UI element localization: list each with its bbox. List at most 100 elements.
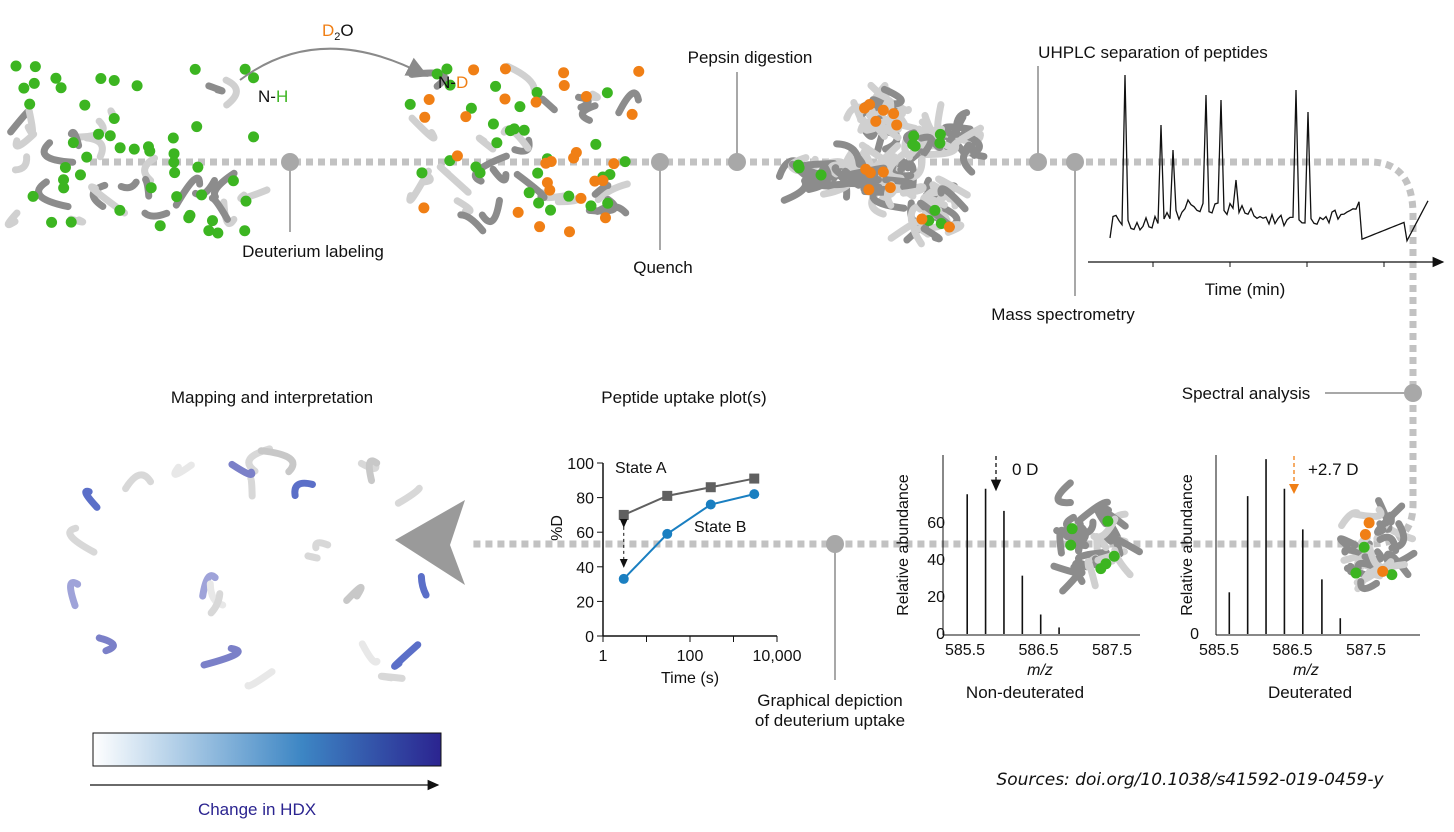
residue-dot [239, 225, 251, 237]
protein-ribbon [1383, 550, 1412, 579]
protein-ribbon [408, 114, 438, 142]
protein-ribbon [358, 640, 381, 666]
data-point-state-b [618, 573, 629, 584]
residue-dot [444, 79, 456, 91]
protein-ribbon [247, 475, 256, 500]
y-tick-label: 20 [576, 594, 594, 611]
residue-dot [870, 115, 882, 127]
residue-dot [943, 221, 955, 233]
residue-dot [468, 64, 480, 76]
residue-dot [541, 177, 553, 189]
series-line-state-b [623, 493, 755, 580]
protein-ribbon [504, 62, 538, 93]
protein-ribbon [880, 85, 905, 108]
residue-dot [891, 119, 903, 131]
residue-dot [104, 130, 116, 142]
hdx-color-scale [92, 732, 442, 767]
node-quench [651, 153, 669, 171]
protein-ribbon [950, 124, 985, 149]
protein-ribbon [95, 634, 117, 655]
protein-ribbon [513, 170, 548, 202]
y-tick-label: 40 [927, 552, 945, 569]
protein-ribbon [12, 130, 38, 150]
y-tick-label: 0 [936, 626, 945, 643]
protein-ribbon [67, 579, 82, 610]
residue-dot [239, 63, 251, 75]
residue-dot [451, 150, 463, 162]
y-tick-label: 60 [927, 515, 945, 532]
protein-ribbon [257, 447, 297, 476]
y-tick-label: 0 [1190, 626, 1199, 643]
protein-structures [4, 60, 1418, 690]
labeling-arrow [239, 47, 429, 81]
protein-ribbon [436, 163, 472, 196]
residue-dot [512, 206, 524, 218]
x-tick-label: 10,000 [753, 648, 802, 665]
spectrum-non-deuterated: Relative abundance m/z Non-deuterated 0 … [895, 455, 1140, 702]
protein-ribbon [343, 584, 365, 604]
protein-ribbon [478, 196, 503, 226]
residue-dot [1358, 541, 1370, 553]
protein-ribbon [1350, 506, 1385, 520]
protein-ribbon [1054, 479, 1074, 507]
protein-ribbon [1382, 511, 1395, 527]
node-labeling [281, 153, 299, 171]
binding-arrow-icon [395, 500, 465, 585]
protein-ribbon [199, 572, 219, 600]
protein-ribbon [207, 590, 224, 617]
protein-ribbon [1337, 535, 1359, 549]
residue-dot [79, 99, 91, 111]
protein-ribbon [952, 109, 971, 138]
residue-dot [460, 111, 472, 123]
x-tick-label: 585.5 [1199, 642, 1239, 659]
residue-dot [227, 175, 239, 187]
peptide-helix-nondeuterated [1050, 479, 1143, 595]
residue-dot [167, 132, 179, 144]
residue-dot [203, 225, 215, 237]
spectrum1-xlabel: m/z [1027, 662, 1053, 679]
node-uhplc [1029, 153, 1047, 171]
residue-dot [1386, 569, 1398, 581]
residue-dot [532, 167, 544, 179]
residue-dot [531, 86, 543, 98]
protein-ribbon [211, 169, 238, 201]
protein-ribbon [594, 180, 631, 204]
residue-dot [589, 175, 601, 187]
residue-dot [590, 138, 602, 150]
protein-ribbon [1084, 558, 1099, 590]
protein-ribbon [1341, 546, 1368, 558]
protein-ribbon [206, 580, 227, 609]
data-point-state-b [749, 489, 760, 500]
protein-ribbon [941, 123, 974, 138]
residue-dot [81, 151, 93, 163]
residue-dot [564, 226, 576, 238]
residue-dot [46, 216, 58, 228]
protein-ribbon [89, 181, 109, 210]
protein-ribbon [489, 165, 510, 184]
residue-dot [74, 169, 86, 181]
x-tick-label: 585.5 [945, 642, 985, 659]
protein-ribbon [805, 162, 832, 193]
residue-dot [934, 137, 946, 149]
node-spectral-analysis [1404, 384, 1422, 402]
chromatogram-ticks [1152, 262, 1385, 267]
residue-dot [580, 91, 592, 103]
residue-dot [50, 72, 62, 84]
protein-ribbon [222, 76, 240, 109]
residue-dot [58, 174, 70, 186]
uptake-ylabel: %D [549, 515, 566, 541]
protein-ribbon [117, 178, 140, 192]
residue-dot [934, 128, 946, 140]
residue-dot [1066, 523, 1078, 535]
protein-ribbon [882, 176, 915, 191]
residue-dot [55, 82, 67, 94]
residue-dot [499, 63, 511, 75]
protein-ribbon [1376, 533, 1400, 555]
legend-state-a: State A [615, 460, 667, 477]
y-tick-label: 80 [576, 491, 594, 508]
residue-dot [108, 75, 120, 87]
residue-dot [184, 209, 196, 221]
protein-ribbon [1357, 578, 1381, 593]
residue-dot [108, 112, 120, 124]
residue-dot [545, 155, 557, 167]
